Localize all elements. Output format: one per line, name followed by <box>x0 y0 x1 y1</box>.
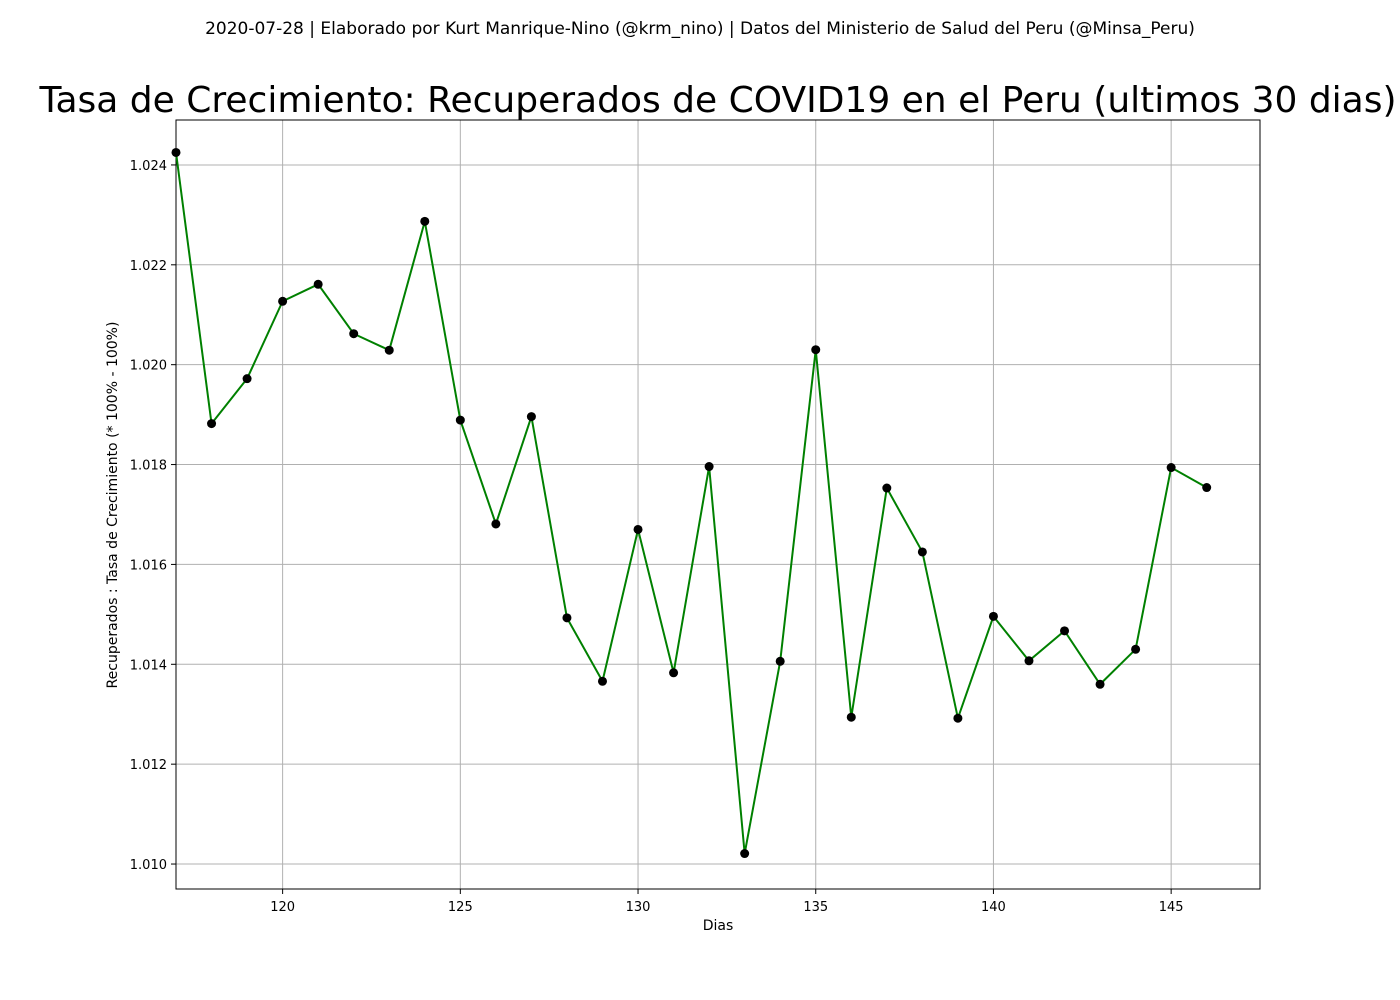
data-point <box>1024 656 1034 666</box>
y-tick-label: 1.018 <box>130 459 167 474</box>
data-point <box>313 279 323 289</box>
data-point <box>171 147 181 157</box>
data-point <box>917 547 927 557</box>
plot-area-frame <box>175 119 1261 890</box>
data-point <box>846 712 856 722</box>
data-point <box>384 345 394 355</box>
data-point <box>882 483 892 493</box>
data-point <box>349 329 359 339</box>
data-point <box>633 524 643 534</box>
data-point <box>811 345 821 355</box>
data-point <box>1202 483 1212 493</box>
grid <box>176 120 1260 889</box>
data-point <box>562 613 572 623</box>
y-tick-label: 1.016 <box>130 558 167 573</box>
y-tick-label: 1.020 <box>130 359 167 374</box>
y-tick-label: 1.010 <box>130 858 167 873</box>
data-point <box>704 462 714 472</box>
axis-ticks: 120 125 130 135 140 145 1.010 1.012 1.014 1.016 1.… <box>130 159 1184 915</box>
x-tick-label: 145 <box>1159 900 1184 915</box>
x-tick-label: 140 <box>981 900 1006 915</box>
x-tick-label: 135 <box>803 900 828 915</box>
data-point <box>278 296 288 306</box>
data-point <box>597 676 607 686</box>
x-tick-label: 120 <box>270 900 295 915</box>
chart-suptitle: 2020-07-28 | Elaborado por Kurt Manrique… <box>205 19 1195 39</box>
data-point <box>455 415 465 425</box>
y-tick-label: 1.014 <box>130 658 167 673</box>
data-point <box>988 611 998 621</box>
y-tick-label: 1.022 <box>130 259 167 274</box>
x-tick-label: 130 <box>626 900 651 915</box>
y-tick-label: 1.012 <box>130 758 167 773</box>
y-axis-label: Recuperados : Tasa de Crecimiento (* 100… <box>105 322 121 689</box>
x-axis-label: Dias <box>703 918 734 934</box>
series-layer <box>171 147 1212 859</box>
data-point <box>1060 626 1070 636</box>
data-point <box>1095 679 1105 689</box>
data-point <box>526 412 536 422</box>
data-point <box>740 849 750 859</box>
data-point <box>953 713 963 723</box>
series-line <box>175 152 1208 854</box>
data-point <box>1131 644 1141 654</box>
y-tick-label: 1.024 <box>130 159 167 174</box>
data-point <box>207 419 217 429</box>
data-point <box>420 216 430 226</box>
data-point <box>669 668 679 678</box>
data-point <box>775 656 785 666</box>
data-point <box>1166 463 1176 473</box>
x-tick-label: 125 <box>448 900 473 915</box>
data-point <box>491 519 501 529</box>
chart-title: Tasa de Crecimiento: Recuperados de COVI… <box>38 80 1396 121</box>
data-point <box>242 374 252 384</box>
